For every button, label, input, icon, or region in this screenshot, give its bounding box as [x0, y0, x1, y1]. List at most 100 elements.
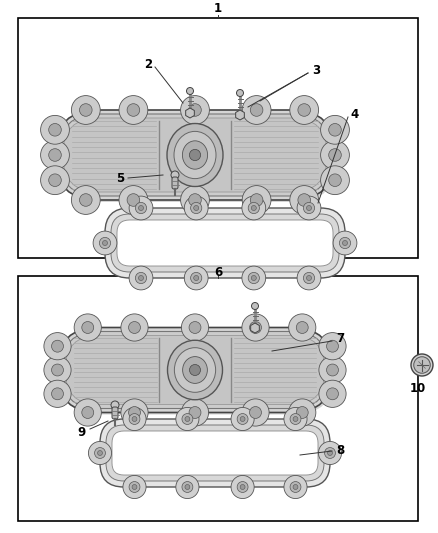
Circle shape: [80, 193, 92, 206]
Circle shape: [290, 95, 318, 124]
Circle shape: [93, 231, 117, 255]
Circle shape: [297, 266, 321, 290]
Circle shape: [182, 481, 193, 492]
Circle shape: [307, 276, 311, 280]
Circle shape: [333, 231, 357, 255]
Circle shape: [248, 272, 259, 284]
Circle shape: [138, 276, 144, 280]
Circle shape: [71, 185, 100, 214]
Circle shape: [248, 203, 259, 214]
Circle shape: [321, 141, 350, 169]
Text: 9: 9: [78, 425, 86, 439]
Bar: [18, 18, 418, 258]
Circle shape: [231, 407, 254, 431]
Circle shape: [135, 203, 147, 214]
Circle shape: [327, 340, 339, 352]
Circle shape: [189, 321, 201, 334]
Circle shape: [52, 364, 64, 376]
Circle shape: [240, 417, 245, 422]
Circle shape: [327, 388, 339, 400]
Circle shape: [127, 193, 140, 206]
FancyBboxPatch shape: [112, 407, 118, 419]
FancyBboxPatch shape: [60, 329, 335, 415]
Ellipse shape: [167, 340, 223, 400]
Circle shape: [181, 399, 208, 426]
Circle shape: [414, 357, 430, 373]
Bar: [18, 276, 418, 521]
Circle shape: [82, 407, 94, 418]
Circle shape: [290, 185, 318, 214]
Circle shape: [297, 196, 321, 220]
Circle shape: [250, 193, 263, 206]
Circle shape: [119, 95, 148, 124]
Circle shape: [80, 104, 92, 116]
Text: 3: 3: [312, 64, 320, 77]
Circle shape: [250, 407, 261, 418]
Text: 1: 1: [214, 3, 222, 15]
Circle shape: [171, 171, 179, 179]
Circle shape: [298, 104, 311, 116]
Circle shape: [52, 388, 64, 400]
Circle shape: [237, 481, 248, 492]
Circle shape: [49, 174, 61, 187]
Circle shape: [52, 340, 64, 352]
Circle shape: [98, 450, 102, 455]
Circle shape: [318, 441, 342, 465]
Circle shape: [319, 357, 346, 384]
Circle shape: [176, 407, 199, 431]
Circle shape: [251, 206, 256, 211]
Text: 10: 10: [410, 382, 426, 394]
FancyBboxPatch shape: [57, 112, 337, 202]
Circle shape: [102, 240, 107, 246]
Circle shape: [129, 266, 153, 290]
Circle shape: [304, 203, 314, 214]
Circle shape: [327, 364, 339, 376]
Circle shape: [339, 237, 350, 248]
Circle shape: [44, 380, 71, 407]
Circle shape: [189, 104, 201, 116]
Text: 4: 4: [351, 109, 359, 122]
Circle shape: [71, 95, 100, 124]
Polygon shape: [236, 110, 244, 120]
Polygon shape: [251, 323, 259, 333]
Circle shape: [189, 407, 201, 418]
Circle shape: [185, 417, 190, 422]
Circle shape: [298, 193, 311, 206]
Circle shape: [191, 272, 202, 284]
FancyBboxPatch shape: [105, 208, 345, 278]
Circle shape: [250, 321, 261, 334]
Circle shape: [293, 417, 298, 422]
Circle shape: [123, 407, 146, 431]
Circle shape: [251, 276, 256, 280]
Ellipse shape: [167, 124, 223, 187]
Circle shape: [319, 380, 346, 407]
Circle shape: [231, 475, 254, 498]
Circle shape: [328, 174, 341, 187]
Circle shape: [182, 414, 193, 424]
Circle shape: [251, 303, 258, 310]
FancyBboxPatch shape: [57, 327, 332, 413]
FancyBboxPatch shape: [172, 177, 178, 189]
Circle shape: [190, 365, 201, 376]
Circle shape: [184, 196, 208, 220]
Circle shape: [49, 124, 61, 136]
Circle shape: [328, 124, 341, 136]
FancyBboxPatch shape: [59, 114, 331, 196]
Text: 2: 2: [144, 59, 152, 71]
Circle shape: [237, 414, 248, 424]
Circle shape: [180, 185, 209, 214]
Circle shape: [138, 206, 144, 211]
Circle shape: [128, 407, 141, 418]
Circle shape: [180, 95, 209, 124]
Circle shape: [111, 401, 119, 409]
Circle shape: [242, 196, 266, 220]
Circle shape: [189, 193, 201, 206]
Circle shape: [194, 276, 199, 280]
Circle shape: [284, 407, 307, 431]
Circle shape: [296, 321, 308, 334]
Circle shape: [250, 104, 263, 116]
Circle shape: [49, 149, 61, 161]
Ellipse shape: [182, 141, 208, 169]
FancyBboxPatch shape: [117, 220, 333, 266]
Circle shape: [123, 475, 146, 498]
